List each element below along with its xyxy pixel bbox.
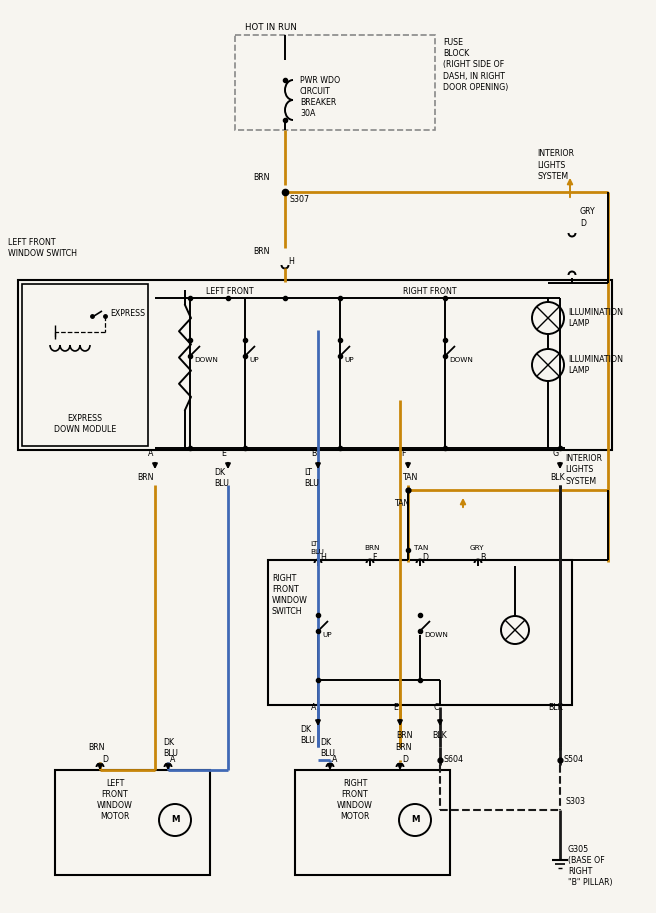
Text: S504: S504 [564, 755, 584, 764]
Bar [22, 284, 148, 446]
Text: D: D [422, 553, 428, 562]
Text: B: B [312, 448, 317, 457]
Text: DK
BLU: DK BLU [214, 468, 229, 488]
Text: INTERIOR
LIGHTS
SYSTEM: INTERIOR LIGHTS SYSTEM [565, 455, 602, 486]
Text: A: A [332, 755, 337, 764]
Text: FUSE
BLOCK
(RIGHT SIDE OF
DASH, IN RIGHT
DOOR OPENING): FUSE BLOCK (RIGHT SIDE OF DASH, IN RIGHT… [443, 38, 508, 91]
Text: EXPRESS: EXPRESS [110, 309, 145, 318]
Text: S303: S303 [565, 797, 585, 806]
Text: BRN: BRN [395, 743, 411, 752]
Text: DOWN: DOWN [449, 357, 473, 363]
Text: E: E [394, 702, 398, 711]
Text: M: M [171, 815, 179, 824]
Text: A: A [170, 755, 175, 764]
Text: BRN: BRN [253, 173, 270, 183]
Text: LEFT
FRONT
WINDOW
MOTOR: LEFT FRONT WINDOW MOTOR [97, 779, 133, 821]
Text: DK
BLU: DK BLU [320, 738, 335, 758]
Text: ILLUMINATION
LAMP: ILLUMINATION LAMP [568, 355, 623, 375]
Text: RIGHT
FRONT
WINDOW
MOTOR: RIGHT FRONT WINDOW MOTOR [337, 779, 373, 821]
Text: UP: UP [344, 357, 354, 363]
Text: INTERIOR
LIGHTS
SYSTEM: INTERIOR LIGHTS SYSTEM [537, 150, 574, 181]
Text: BRN: BRN [88, 743, 104, 752]
Text: H: H [320, 553, 326, 562]
Bar [295, 770, 450, 875]
Text: A: A [312, 702, 317, 711]
Text: E: E [222, 448, 226, 457]
Text: DK
BLU: DK BLU [300, 725, 315, 745]
Text: BRN: BRN [396, 730, 413, 740]
Text: LT
BLU: LT BLU [310, 541, 324, 555]
Text: H: H [288, 257, 294, 267]
Text: G305
(BASE OF
RIGHT
"B" PILLAR): G305 (BASE OF RIGHT "B" PILLAR) [568, 845, 613, 887]
Bar [268, 560, 572, 705]
Text: M: M [411, 815, 419, 824]
Text: DK
BLU: DK BLU [163, 738, 178, 758]
Bar [55, 770, 210, 875]
Text: BRN: BRN [364, 545, 380, 551]
Text: BLK: BLK [432, 730, 447, 740]
Text: GRY: GRY [580, 207, 596, 216]
Text: BLK: BLK [550, 474, 565, 482]
Text: G: G [553, 448, 559, 457]
Text: F: F [372, 553, 377, 562]
Text: D: D [102, 755, 108, 764]
Text: LEFT FRONT
WINDOW SWITCH: LEFT FRONT WINDOW SWITCH [8, 238, 77, 258]
Text: D: D [402, 755, 408, 764]
Text: UP: UP [249, 357, 258, 363]
Text: TAN: TAN [414, 545, 428, 551]
Text: ILLUMINATION
LAMP: ILLUMINATION LAMP [568, 308, 623, 328]
Text: RIGHT FRONT: RIGHT FRONT [403, 288, 457, 297]
Text: LEFT FRONT: LEFT FRONT [206, 288, 254, 297]
Text: BRN: BRN [137, 474, 154, 482]
Text: RIGHT
FRONT
WINDOW
SWITCH: RIGHT FRONT WINDOW SWITCH [272, 574, 308, 616]
Text: S307: S307 [290, 195, 310, 205]
Text: HOT IN RUN: HOT IN RUN [245, 24, 297, 33]
Text: F: F [401, 448, 406, 457]
Text: TAN: TAN [402, 474, 417, 482]
Text: LT
BLU: LT BLU [304, 468, 319, 488]
Text: A: A [148, 448, 154, 457]
Text: UP: UP [322, 632, 332, 638]
Text: TAN: TAN [394, 498, 409, 508]
Text: BRN: BRN [253, 247, 270, 257]
Text: PWR WDO
CIRCUIT
BREAKER
30A: PWR WDO CIRCUIT BREAKER 30A [300, 76, 340, 118]
Text: D: D [580, 219, 586, 228]
Bar [18, 280, 612, 450]
Text: DOWN: DOWN [194, 357, 218, 363]
Text: S604: S604 [444, 755, 464, 764]
Text: GRY: GRY [470, 545, 485, 551]
Text: DOWN: DOWN [424, 632, 448, 638]
Text: C: C [433, 702, 439, 711]
Text: EXPRESS
DOWN MODULE: EXPRESS DOWN MODULE [54, 414, 116, 434]
Text: B: B [480, 553, 485, 562]
Bar [235, 35, 435, 130]
Text: BLK: BLK [548, 702, 564, 711]
